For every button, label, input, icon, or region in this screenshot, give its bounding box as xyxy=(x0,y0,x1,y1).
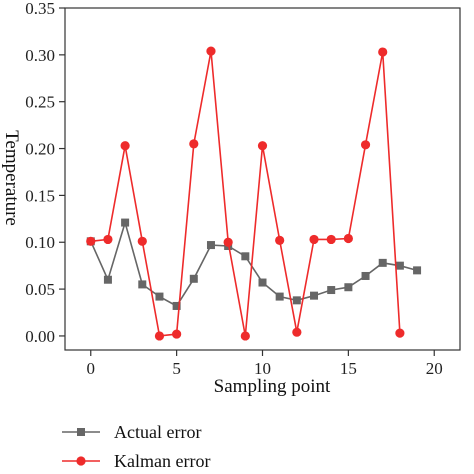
legend-label-actual-error: Actual error xyxy=(114,422,201,442)
data-point-kalman-error xyxy=(309,234,319,245)
data-point-kalman-error xyxy=(206,46,216,56)
legend-item-kalman-error: Kalman error xyxy=(62,451,210,471)
y-tick-label: 0.10 xyxy=(25,233,55,252)
series-actual-error xyxy=(86,218,422,310)
data-point-kalman-error xyxy=(378,47,388,57)
data-point-actual-error xyxy=(413,266,422,275)
data-point-kalman-error xyxy=(257,141,268,151)
data-point-kalman-error xyxy=(360,140,371,150)
y-tick-label: 0.30 xyxy=(25,46,55,65)
data-point-kalman-error xyxy=(292,327,302,337)
data-point-actual-error xyxy=(344,283,353,292)
data-point-kalman-error xyxy=(103,234,113,245)
x-tick-label: 10 xyxy=(254,359,271,378)
x-axis-label: Sampling point xyxy=(214,376,331,397)
plot-frame xyxy=(64,7,461,351)
data-point-kalman-error xyxy=(240,331,250,341)
data-point-kalman-error xyxy=(154,331,165,341)
data-point-actual-error xyxy=(275,292,284,301)
y-tick-label: 0.15 xyxy=(25,186,55,205)
data-point-kalman-error xyxy=(343,233,353,244)
legend-marker-actual-error xyxy=(77,428,85,436)
data-point-actual-error xyxy=(121,218,130,227)
data-point-kalman-error xyxy=(395,328,405,338)
data-point-kalman-error xyxy=(223,237,233,247)
legend-label-kalman-error: Kalman error xyxy=(114,451,210,471)
data-point-kalman-error xyxy=(326,234,336,245)
data-point-actual-error xyxy=(292,296,301,305)
data-point-actual-error xyxy=(155,292,164,301)
x-axis-ticks: 0 5 10 15 20 xyxy=(87,350,443,378)
y-axis-label: Temperature xyxy=(1,130,22,226)
legend: Actual error Kalman error xyxy=(62,422,210,471)
legend-marker-kalman-error xyxy=(76,456,86,466)
data-point-actual-error xyxy=(241,252,250,261)
y-tick-label: 0.00 xyxy=(25,327,55,346)
x-tick-label: 15 xyxy=(340,359,357,378)
y-tick-label: 0.25 xyxy=(25,93,55,112)
data-point-actual-error xyxy=(310,291,319,300)
data-point-kalman-error xyxy=(172,329,182,339)
y-tick-label: 0.05 xyxy=(25,280,55,299)
y-tick-label: 0.35 xyxy=(25,0,55,18)
data-point-actual-error xyxy=(189,274,198,283)
y-axis-ticks: 0.00 0.05 0.10 0.15 0.20 0.25 0.30 0.35 xyxy=(25,0,65,346)
series-kalman-error xyxy=(86,46,405,341)
data-point-kalman-error xyxy=(86,236,96,246)
plot-area xyxy=(64,7,461,351)
data-point-actual-error xyxy=(258,278,267,287)
legend-item-actual-error: Actual error xyxy=(62,422,201,442)
data-point-actual-error xyxy=(172,301,181,310)
data-point-actual-error xyxy=(103,275,112,284)
x-tick-label: 20 xyxy=(426,359,443,378)
data-point-actual-error xyxy=(327,286,336,295)
data-point-kalman-error xyxy=(189,139,199,149)
data-point-actual-error xyxy=(206,241,215,250)
series-layer xyxy=(86,46,422,341)
x-tick-label: 5 xyxy=(172,359,181,378)
data-point-kalman-error xyxy=(120,141,130,151)
x-tick-label: 0 xyxy=(87,359,96,378)
y-tick-label: 0.20 xyxy=(25,140,55,159)
series-line-kalman-error xyxy=(90,50,401,337)
data-point-kalman-error xyxy=(137,236,147,246)
data-point-actual-error xyxy=(378,258,387,267)
data-point-kalman-error xyxy=(275,235,285,245)
data-point-actual-error xyxy=(361,271,370,280)
data-point-actual-error xyxy=(395,261,404,270)
data-point-actual-error xyxy=(138,280,147,289)
